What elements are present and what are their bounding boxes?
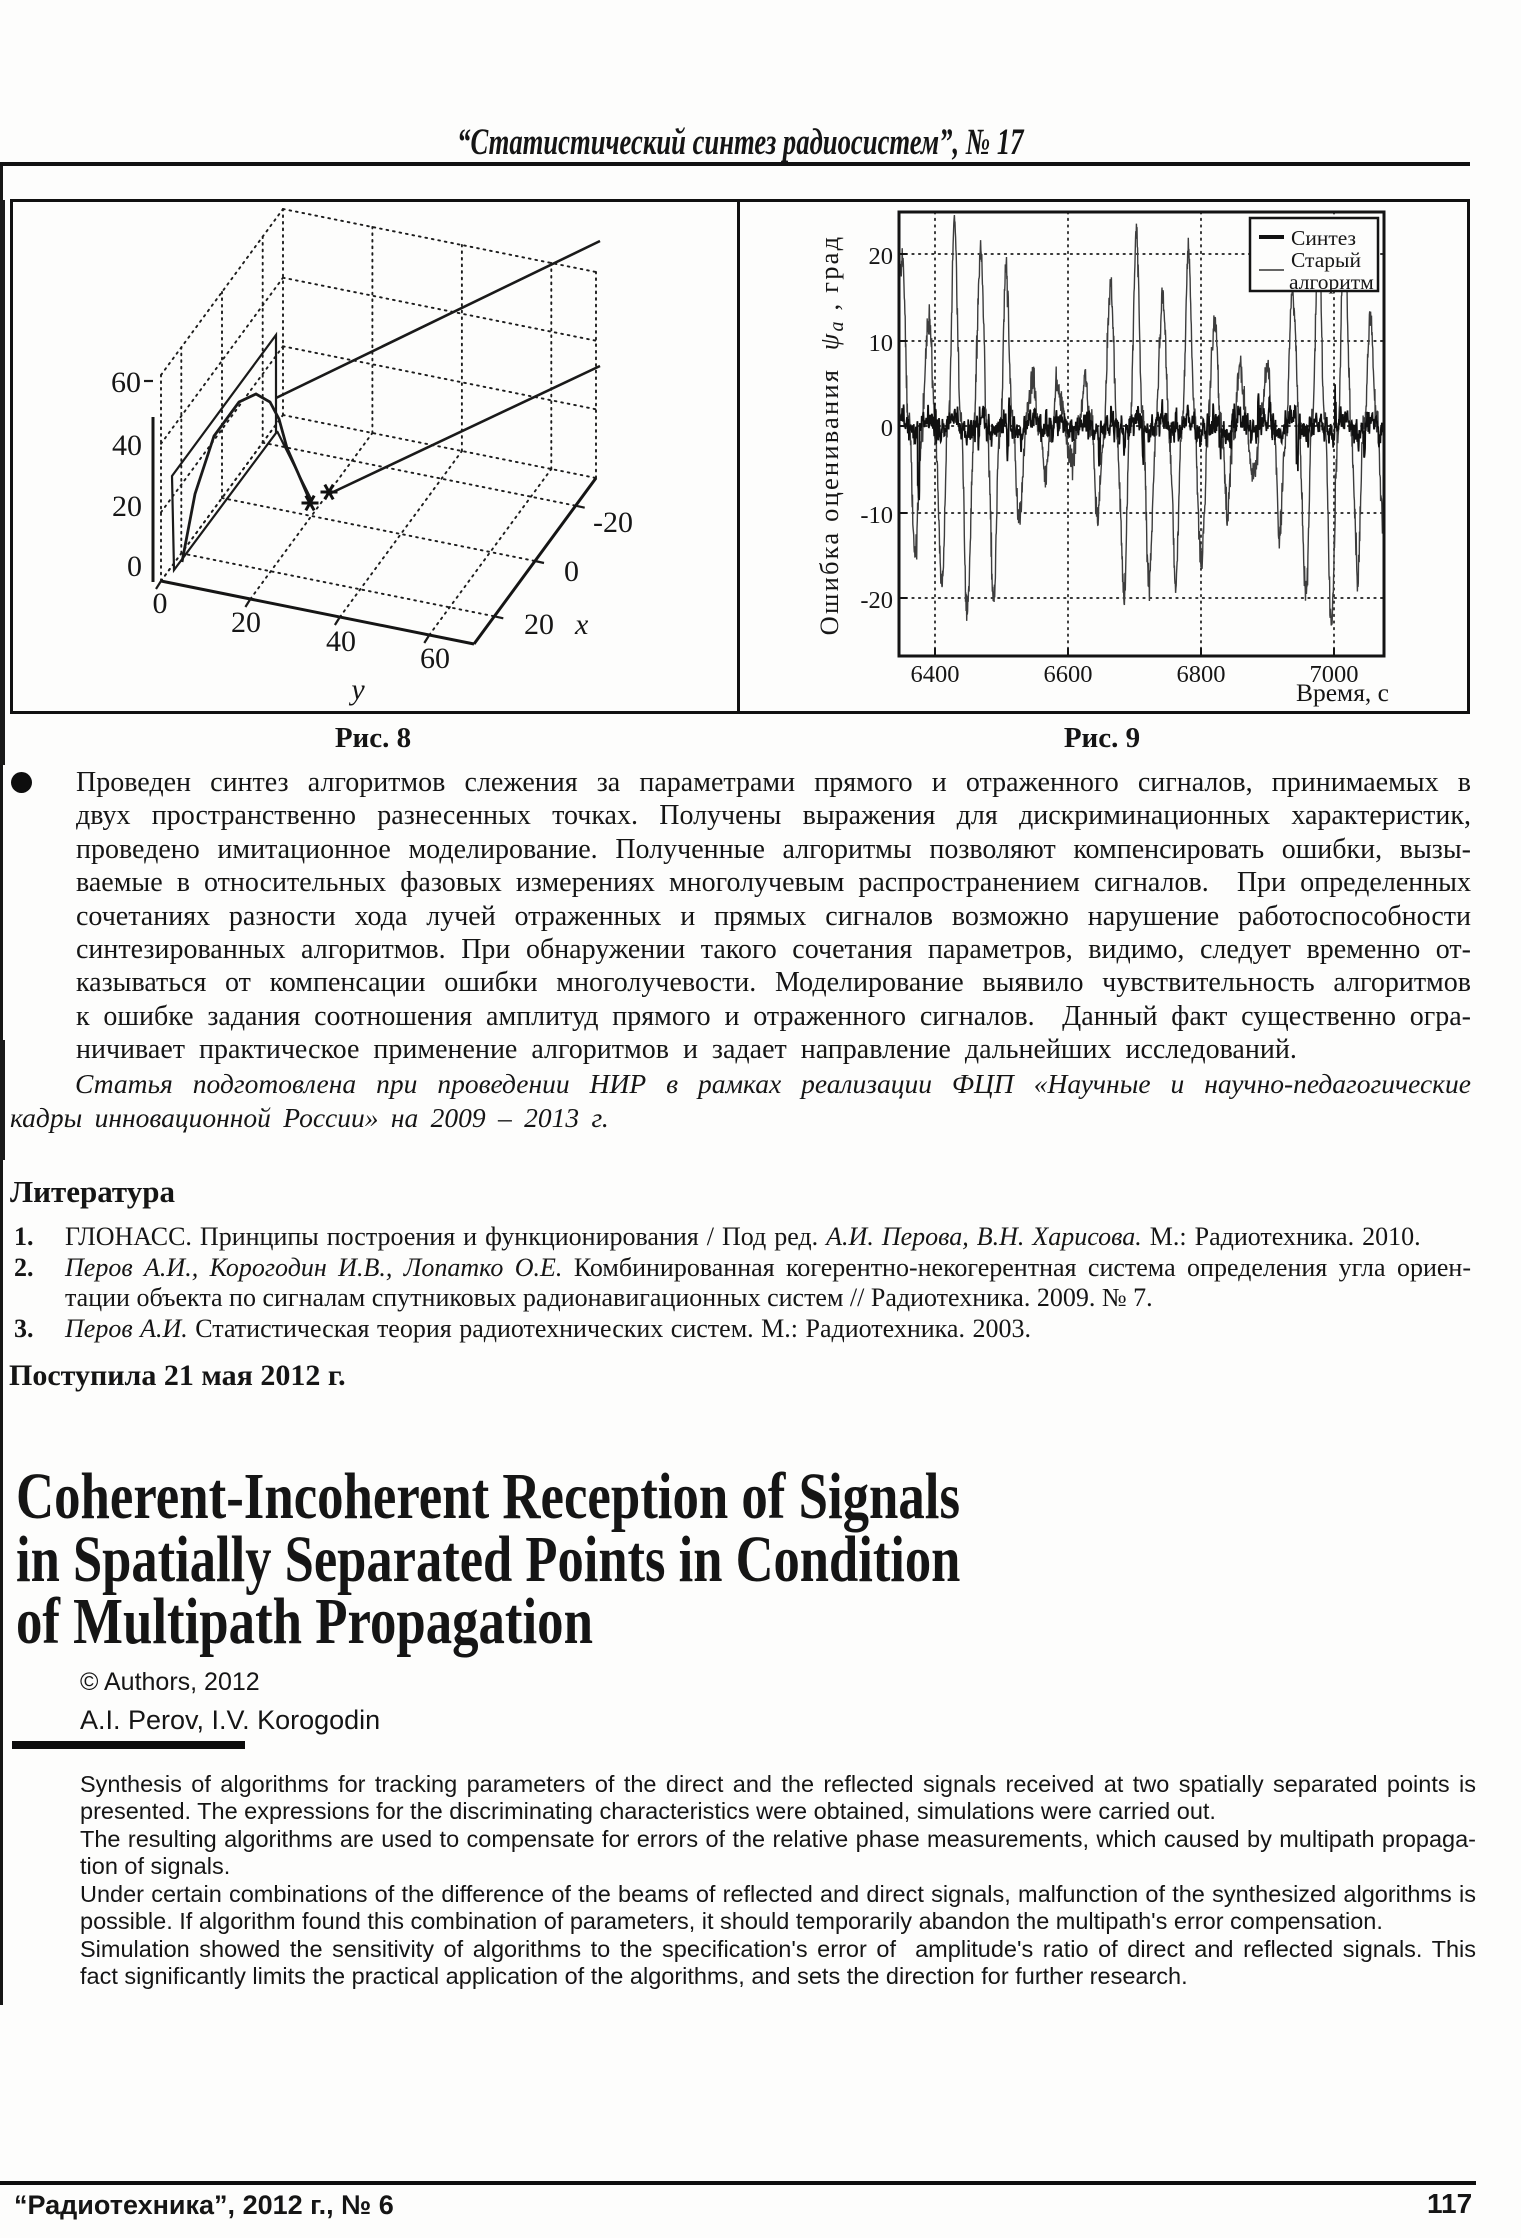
svg-text:x: x [574,608,589,641]
svg-text:20: 20 [231,606,261,639]
svg-text:0: 0 [564,555,579,588]
svg-text:-10: -10 [860,502,893,529]
svg-text:20: 20 [524,608,554,641]
svg-text:40: 40 [326,625,356,658]
svg-text:6600: 6600 [1044,661,1093,688]
svg-text:-20: -20 [593,506,633,539]
svg-text:10: 10 [869,330,894,357]
svg-text:20: 20 [112,490,142,523]
svg-text:7000: 7000 [1310,661,1359,688]
svg-text:20: 20 [869,243,894,270]
svg-text:Ошибка оценивания ψa , град: Ошибка оценивания ψa , град [814,235,848,636]
svg-text:0: 0 [153,587,168,620]
svg-text:алгоритм: алгоритм [1289,270,1374,294]
svg-text:0: 0 [881,415,893,442]
svg-text:-20: -20 [860,587,893,614]
svg-text:60: 60 [111,366,141,399]
svg-text:Старый: Старый [1291,248,1361,272]
svg-text:y: y [348,673,365,706]
svg-text:Синтез: Синтез [1291,226,1356,250]
svg-text:6400: 6400 [911,661,960,688]
svg-text:0: 0 [127,550,142,583]
svg-text:60: 60 [420,642,450,675]
svg-text:6800: 6800 [1177,661,1226,688]
svg-text:40: 40 [112,429,142,462]
svg-text:Время, с: Время, с [1296,678,1389,707]
